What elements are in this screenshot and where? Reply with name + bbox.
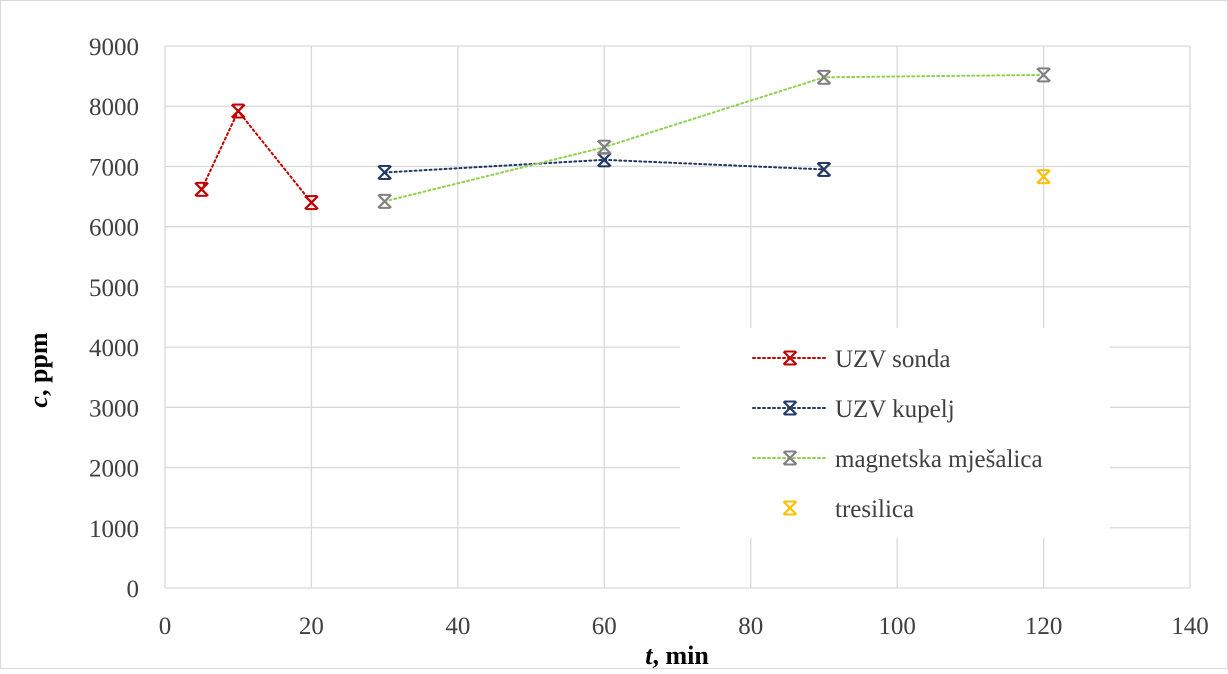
x-axis-title-var: t <box>645 641 653 669</box>
series <box>194 67 1051 211</box>
series-1 <box>194 103 319 211</box>
y-tick-label: 4000 <box>89 335 139 362</box>
legend-item: magnetska mješalica <box>752 446 1043 473</box>
data-point <box>1036 169 1051 185</box>
legend: UZV sonda UZV kupelj magnetska mješalica tr… <box>680 328 1110 538</box>
legend-label: UZV sonda <box>835 346 951 373</box>
data-point-marker <box>782 450 798 466</box>
legend-box <box>680 328 1110 538</box>
y-tick-label: 8000 <box>89 94 139 121</box>
y-tick-label: 3000 <box>89 395 139 422</box>
x-tick-label: 140 <box>1171 613 1209 640</box>
series-2 <box>377 152 832 180</box>
data-point-marker <box>782 500 798 516</box>
x-tick-label: 60 <box>592 613 617 640</box>
y-tick-label: 1000 <box>89 516 139 543</box>
data-point <box>304 195 319 211</box>
legend-label: tresilica <box>835 496 914 523</box>
y-tick-label: 9000 <box>89 34 139 61</box>
x-tick-label: 120 <box>1025 613 1063 640</box>
data-point <box>597 139 612 155</box>
y-tick-label: 6000 <box>89 215 139 242</box>
y-tick-label: 5000 <box>89 275 139 302</box>
legend-label: magnetska mješalica <box>835 446 1043 473</box>
x-tick-label: 80 <box>738 613 763 640</box>
legend-item: tresilica <box>782 496 914 523</box>
series-line <box>383 73 1045 203</box>
data-point <box>230 103 246 119</box>
x-tick-label: 40 <box>445 613 470 640</box>
y-axis-title: c, ppm <box>24 332 53 407</box>
series-3 <box>377 67 1051 209</box>
data-point <box>816 69 832 85</box>
data-point <box>816 161 832 177</box>
data-point <box>1036 67 1051 83</box>
legend-item: UZV sonda <box>752 346 951 373</box>
y-tick-label: 2000 <box>89 456 139 483</box>
series-4 <box>1036 169 1051 185</box>
data-point <box>377 164 392 180</box>
data-point-marker <box>782 400 798 416</box>
grid <box>164 45 1191 589</box>
data-point <box>194 181 209 197</box>
x-axis-title-unit: , min <box>652 641 709 669</box>
y-tick-label: 0 <box>127 576 140 603</box>
y-axis-title-unit: , ppm <box>24 332 53 396</box>
data-point-marker <box>782 350 798 366</box>
data-point <box>377 193 392 209</box>
x-tick-label: 20 <box>299 613 324 640</box>
y-tick-label: 7000 <box>89 154 139 181</box>
x-axis-title: t, min <box>645 641 709 669</box>
legend-item: UZV kupelj <box>752 396 955 423</box>
legend-label: UZV kupelj <box>835 396 955 423</box>
axes: 0 1000 2000 3000 4000 5000 6000 7000 8000 9000 0 20… <box>89 34 1209 640</box>
x-tick-label: 0 <box>159 613 172 640</box>
x-tick-label: 100 <box>878 613 916 640</box>
y-axis-title-var: c <box>24 396 53 408</box>
